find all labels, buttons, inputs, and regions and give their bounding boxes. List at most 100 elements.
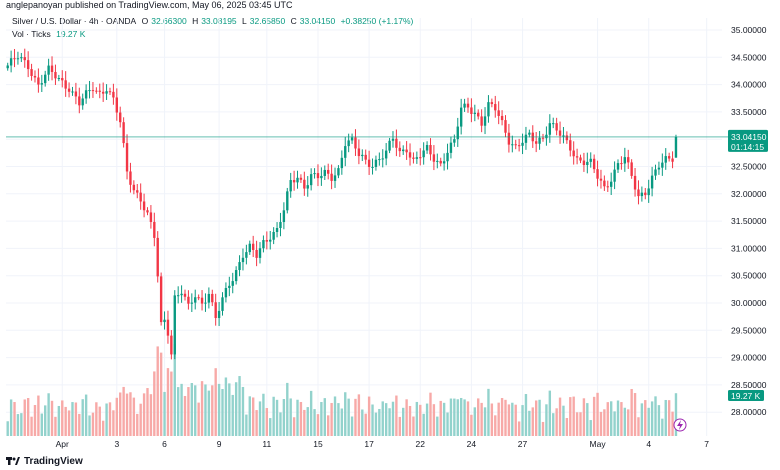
candle-body [119, 112, 122, 123]
candle-body [309, 174, 313, 186]
candle-body [623, 157, 627, 164]
candle-body [269, 239, 272, 242]
volume-bar [606, 402, 609, 436]
flash-icon[interactable] [673, 418, 687, 432]
volume-bar [13, 402, 16, 436]
volume-bar [139, 403, 142, 436]
candle-body [528, 132, 531, 135]
price-tick-label: 32.00000 [731, 189, 767, 199]
volume-bar [279, 412, 282, 436]
candle-body [340, 157, 344, 169]
candle-body [449, 142, 453, 153]
candle-body [101, 91, 105, 94]
volume-bar [374, 412, 378, 436]
candle-body [541, 137, 545, 139]
candle-body [105, 91, 108, 94]
candle-body [238, 262, 241, 271]
volume-bar [425, 403, 429, 436]
candle-body [609, 181, 613, 187]
candle-body [354, 137, 357, 149]
candle-body [378, 159, 381, 161]
volume-bar [269, 418, 272, 436]
candle-body [125, 143, 129, 172]
volume-bar [664, 399, 667, 436]
candle-body [214, 302, 217, 319]
time-tick-label: 3 [114, 439, 119, 449]
candle-body [395, 138, 398, 148]
candle-body [374, 159, 378, 167]
volume-label[interactable]: Vol · Ticks [12, 29, 51, 39]
candle-body [33, 75, 37, 78]
price-axis[interactable]: 35.0000034.5000034.0000033.5000033.00000… [731, 25, 767, 417]
symbol-label[interactable]: Silver / U.S. Dollar · 4h · OANDA [12, 16, 137, 26]
candle-body [613, 169, 616, 182]
countdown-text: 01:14:15 [731, 142, 764, 152]
volume-bar [521, 405, 524, 436]
candle-body [323, 169, 326, 176]
volume-bar [309, 390, 313, 436]
candle-body [507, 132, 511, 145]
volume-bar [459, 397, 463, 436]
footer-bar: TradingView [0, 452, 780, 470]
time-tick-label: 6 [162, 439, 167, 449]
candle-body [30, 69, 33, 76]
candle-body [200, 297, 204, 304]
low-label: L [242, 16, 247, 26]
volume-bar [108, 402, 112, 436]
candle-body [234, 270, 238, 282]
candle-body [664, 156, 667, 163]
volume-bar [234, 382, 238, 436]
volume-bar [432, 404, 436, 436]
volume-bar [429, 392, 432, 436]
price-tick-label: 29.50000 [731, 325, 767, 335]
volume-bar [272, 396, 275, 436]
price-tick-label: 31.00000 [731, 243, 767, 253]
volume-bar [371, 404, 374, 436]
volume-bar [228, 383, 231, 436]
volume-bar [364, 413, 367, 436]
volume-bar [95, 402, 98, 436]
candle-body [650, 175, 654, 189]
volume-bar [54, 416, 57, 436]
volume-bar [323, 398, 326, 436]
price-chart[interactable]: 35.0000034.5000034.0000033.5000033.00000… [0, 0, 780, 452]
volume-bar [37, 395, 40, 436]
volume-bar [569, 397, 572, 436]
candle-body [159, 276, 163, 323]
volume-bar [112, 410, 115, 436]
candle-body [71, 91, 74, 93]
volume-bar [439, 400, 442, 436]
candle-body [57, 78, 61, 80]
volume-bar [586, 403, 589, 436]
volume-bar [487, 388, 490, 436]
volume-bar [132, 397, 136, 436]
volume-bar [163, 391, 166, 436]
volume-bar [146, 388, 149, 436]
volume-bar [637, 417, 640, 436]
volume-bar [616, 400, 620, 436]
candle-body [671, 158, 674, 162]
tradingview-logo-icon[interactable] [6, 456, 20, 466]
candle-body [453, 139, 456, 143]
candle-body [603, 180, 606, 187]
volume-bar [98, 406, 101, 436]
volume-bar [289, 398, 292, 436]
volume-bar [630, 388, 633, 436]
candle-body [122, 122, 125, 144]
candle-body [408, 152, 412, 158]
time-axis[interactable]: Apr 3 6 9 11 15 17 22 24 27 May 4 7 [56, 439, 710, 449]
volume-bar [650, 401, 654, 436]
volume-bar [214, 368, 217, 436]
candle-body [633, 175, 637, 190]
volume-bar [337, 403, 340, 436]
volume-bar [221, 389, 224, 436]
tradingview-brand[interactable]: TradingView [24, 455, 83, 467]
candle-body [630, 162, 633, 176]
volume-bar [647, 407, 650, 436]
volume-bar [463, 399, 466, 436]
volume-bar [558, 397, 562, 436]
candle-body [81, 98, 84, 106]
volume-bar [122, 386, 125, 436]
candle-body [115, 97, 119, 113]
volume-bar [477, 398, 480, 436]
